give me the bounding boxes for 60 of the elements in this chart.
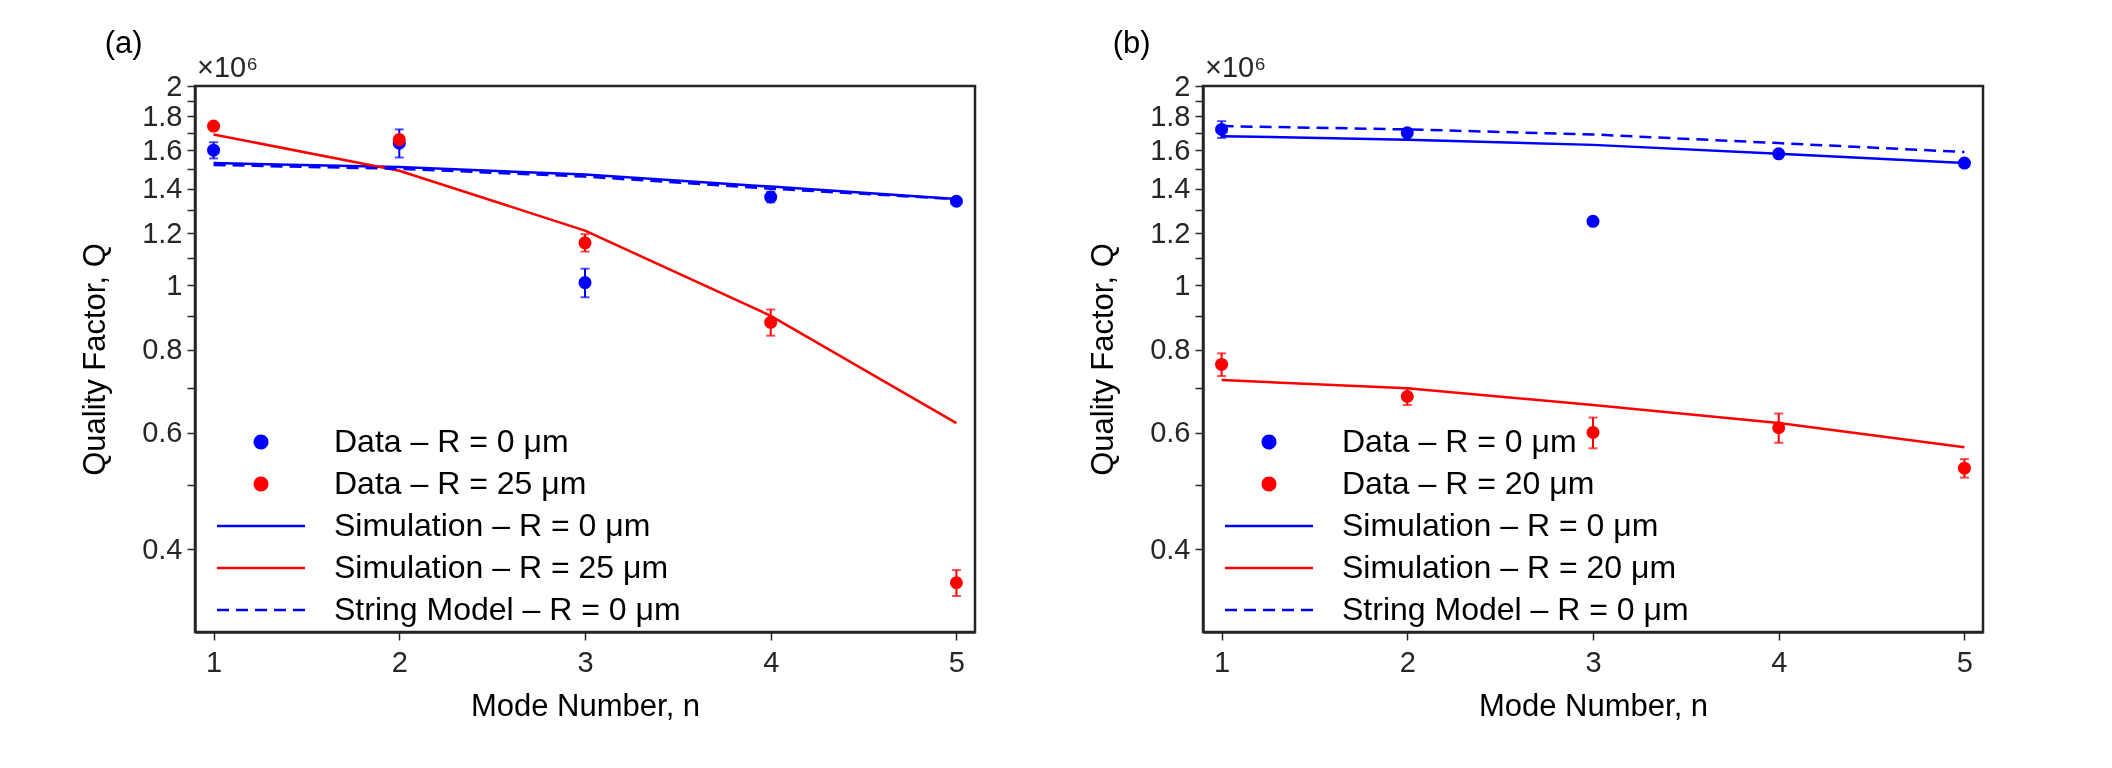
x-axis-title: Mode Number, n <box>1478 687 1709 723</box>
point <box>1586 214 1600 228</box>
x-tick-label: 1 <box>206 645 223 678</box>
x-tick-label: 3 <box>577 645 594 678</box>
point <box>949 576 963 590</box>
legend-label: Simulation – R = 20 μm <box>1342 549 1677 585</box>
y-axis-title: Quality Factor, Q <box>1085 243 1121 476</box>
y-tick-label: 0.8 <box>142 333 183 366</box>
y-tick-label: 1 <box>1174 268 1191 301</box>
point <box>764 315 778 329</box>
text: ×10⁶ <box>1205 51 1267 83</box>
x-tick-label: 4 <box>763 645 780 678</box>
y-tick-label: 1.4 <box>1150 172 1191 205</box>
point <box>1400 126 1414 140</box>
x-tick-label: 3 <box>1585 645 1602 678</box>
y-tick-label: 1.2 <box>1150 216 1191 249</box>
y-tick-label: 1.6 <box>1150 133 1191 166</box>
point <box>1772 147 1786 161</box>
y-tick-label: 1.2 <box>142 216 183 249</box>
point <box>949 194 963 208</box>
legend-label: Data – R = 0 μm <box>334 423 569 459</box>
x-tick-label: 5 <box>1956 645 1973 678</box>
y-tick-label: 0.4 <box>1150 532 1191 565</box>
y-tick-label: 1.4 <box>142 172 183 205</box>
chart-title: (a) <box>104 25 143 60</box>
point <box>1957 461 1971 475</box>
y-tick-label: 2 <box>1174 69 1191 102</box>
y-tick-label: 0.6 <box>1150 416 1191 449</box>
y-tick-label: 0.4 <box>142 532 183 565</box>
legend-label: Simulation – R = 25 μm <box>334 549 669 585</box>
y-tick-label: 0.8 <box>1150 333 1191 366</box>
x-tick-label: 1 <box>1214 645 1231 678</box>
point <box>207 119 221 133</box>
point <box>1772 421 1786 435</box>
x-tick-label: 5 <box>948 645 965 678</box>
text: ×10⁶ <box>197 51 259 83</box>
point <box>1215 357 1229 371</box>
y-tick-label: 1.8 <box>142 99 183 132</box>
x-axis-title: Mode Number, n <box>470 687 701 723</box>
y-tick-label: 2 <box>166 69 183 102</box>
x-tick-label: 2 <box>391 645 408 678</box>
chart-title: (b) <box>1112 25 1151 60</box>
legend-label: String Model – R = 0 μm <box>334 591 681 627</box>
point <box>1957 156 1971 170</box>
x-tick-label: 2 <box>1399 645 1416 678</box>
legend-label: Data – R = 20 μm <box>1342 465 1595 501</box>
legend-label: Data – R = 0 μm <box>1342 423 1577 459</box>
point <box>578 276 592 290</box>
y-tick-label: 0.6 <box>142 416 183 449</box>
legend-label: Data – R = 25 μm <box>334 465 587 501</box>
legend-label: String Model – R = 0 μm <box>1342 591 1689 627</box>
legend-label: Simulation – R = 0 μm <box>334 507 651 543</box>
y-tick-label: 1.8 <box>1150 99 1191 132</box>
y-axis-title: Quality Factor, Q <box>77 243 113 476</box>
x-tick-label: 4 <box>1771 645 1788 678</box>
y-tick-label: 1.6 <box>142 133 183 166</box>
point <box>1586 426 1600 440</box>
y-tick-label: 1 <box>166 268 183 301</box>
point <box>1400 389 1414 403</box>
legend-label: Simulation – R = 0 μm <box>1342 507 1659 543</box>
